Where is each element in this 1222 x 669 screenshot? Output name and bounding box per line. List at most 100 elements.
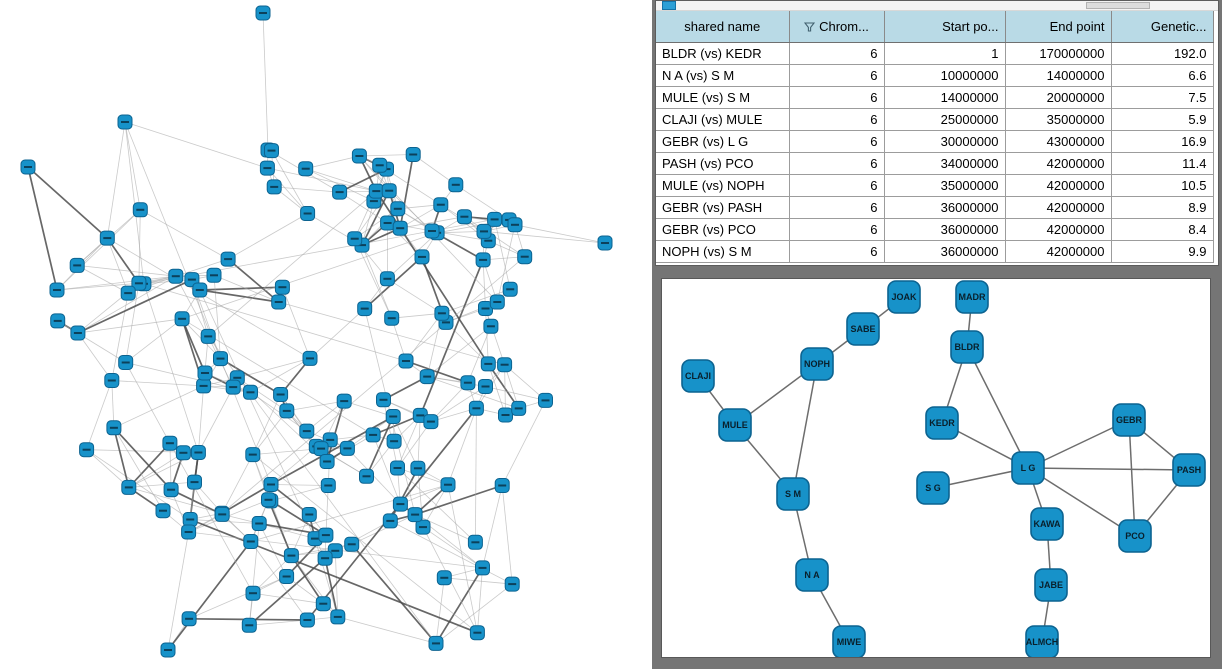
graph-node[interactable] (376, 392, 391, 408)
graph-node[interactable] (332, 184, 348, 200)
graph-node[interactable] (468, 400, 484, 416)
graph-node[interactable] (317, 550, 333, 566)
graph-node[interactable] (181, 611, 197, 627)
column-header[interactable]: Genetic... (1111, 11, 1214, 43)
graph-node[interactable] (315, 596, 331, 612)
table-row[interactable]: MULE (vs) NOPH 6 35000000 42000000 10.5 (656, 174, 1214, 197)
graph-node[interactable] (241, 617, 257, 633)
graph-node[interactable] (213, 351, 228, 367)
graph-node[interactable] (392, 496, 408, 512)
table-row[interactable]: GEBR (vs) PASH 6 36000000 42000000 8.9 (656, 196, 1214, 219)
graph-node[interactable] (392, 220, 408, 236)
graph-node[interactable] (347, 231, 363, 247)
table-row[interactable]: MULE (vs) S M 6 14000000 20000000 7.5 (656, 86, 1214, 109)
graph-node[interactable] (298, 161, 314, 177)
large-network-panel[interactable] (0, 0, 652, 669)
table-row[interactable]: PASH (vs) PCO 6 34000000 42000000 11.4 (656, 152, 1214, 175)
graph-node[interactable] (301, 507, 317, 522)
graph-node[interactable] (368, 183, 384, 199)
graph-node[interactable] (498, 407, 513, 423)
graph-node[interactable] (407, 507, 423, 523)
graph-node[interactable] (467, 534, 483, 550)
graph-node[interactable] (190, 445, 206, 460)
graph-node[interactable]: KAWA (1030, 507, 1064, 541)
graph-node[interactable] (263, 477, 279, 492)
graph-node[interactable] (405, 147, 421, 162)
graph-node[interactable] (168, 268, 184, 284)
graph-node[interactable] (344, 536, 360, 552)
graph-node[interactable] (382, 513, 398, 529)
graph-node[interactable] (390, 201, 406, 217)
graph-node[interactable] (428, 635, 444, 651)
graph-node[interactable] (517, 249, 533, 265)
table-top-scrollbar[interactable] (656, 1, 1218, 11)
graph-node[interactable] (424, 223, 440, 239)
graph-node[interactable] (69, 257, 85, 273)
graph-node[interactable]: S G (916, 471, 950, 505)
graph-node[interactable]: JOAK (887, 280, 921, 314)
graph-node[interactable] (118, 355, 134, 370)
graph-node[interactable] (132, 202, 148, 218)
graph-node[interactable] (220, 251, 236, 267)
graph-node[interactable] (390, 460, 405, 476)
graph-node[interactable] (480, 356, 496, 372)
graph-node[interactable] (497, 357, 513, 373)
graph-node[interactable] (163, 482, 179, 498)
graph-node[interactable]: SABE (846, 312, 880, 346)
graph-node[interactable] (384, 310, 400, 326)
graph-node[interactable]: MIWE (832, 625, 866, 657)
graph-node[interactable]: MULE (718, 408, 752, 442)
column-header[interactable]: Start po... (884, 11, 1006, 43)
graph-node[interactable] (483, 318, 499, 334)
small-network-canvas[interactable]: JOAK MADR SABE NOPH BLDR CLAJI MULE KEDR GEBR S G… (662, 279, 1210, 657)
graph-node[interactable] (274, 279, 290, 295)
graph-node[interactable] (487, 211, 503, 227)
graph-node[interactable] (398, 353, 414, 369)
graph-node[interactable] (121, 479, 137, 495)
graph-node[interactable] (448, 177, 464, 193)
graph-node[interactable] (243, 534, 259, 549)
graph-node[interactable] (245, 585, 261, 601)
graph-node[interactable] (266, 179, 282, 195)
graph-node[interactable] (300, 206, 316, 221)
table-row[interactable]: NOPH (vs) S M 6 36000000 42000000 9.9 (656, 240, 1214, 263)
graph-node[interactable] (372, 157, 388, 173)
graph-node[interactable] (174, 311, 190, 327)
graph-node[interactable] (318, 527, 334, 543)
graph-node[interactable] (511, 400, 527, 416)
table-row[interactable]: GEBR (vs) L G 6 30000000 43000000 16.9 (656, 130, 1214, 153)
column-header[interactable]: Chrom... (789, 11, 885, 43)
graph-node[interactable] (423, 414, 439, 430)
graph-node[interactable] (475, 560, 490, 576)
graph-node[interactable] (155, 503, 171, 519)
graph-node[interactable] (196, 378, 212, 394)
filter-funnel-icon[interactable] (803, 22, 816, 32)
graph-node[interactable] (50, 313, 66, 329)
graph-node[interactable] (20, 159, 36, 175)
graph-node[interactable] (182, 512, 198, 527)
small-network-panel[interactable]: JOAK MADR SABE NOPH BLDR CLAJI MULE KEDR GEBR S G… (661, 278, 1211, 658)
graph-node[interactable] (414, 249, 430, 265)
graph-node[interactable] (456, 209, 472, 225)
graph-node[interactable] (251, 516, 267, 531)
graph-node[interactable] (273, 387, 289, 402)
table-row[interactable]: BLDR (vs) KEDR 6 1 170000000 192.0 (656, 42, 1214, 65)
graph-node[interactable]: JABE (1034, 568, 1068, 602)
graph-node[interactable] (49, 282, 65, 298)
graph-node[interactable] (200, 328, 216, 344)
graph-node[interactable] (79, 442, 95, 458)
graph-node[interactable]: PASH (1172, 453, 1206, 487)
graph-node[interactable] (415, 519, 431, 535)
graph-node[interactable] (507, 217, 523, 233)
graph-node[interactable]: N A (795, 558, 829, 592)
graph-node[interactable] (70, 325, 86, 341)
graph-node[interactable]: NOPH (800, 347, 834, 381)
graph-node[interactable] (460, 375, 476, 391)
graph-node[interactable] (131, 275, 147, 291)
graph-node[interactable] (478, 379, 493, 394)
graph-node[interactable] (175, 445, 191, 461)
graph-node[interactable] (160, 642, 176, 658)
graph-node[interactable] (319, 454, 335, 469)
graph-node[interactable] (271, 294, 287, 310)
graph-node[interactable] (469, 625, 485, 641)
